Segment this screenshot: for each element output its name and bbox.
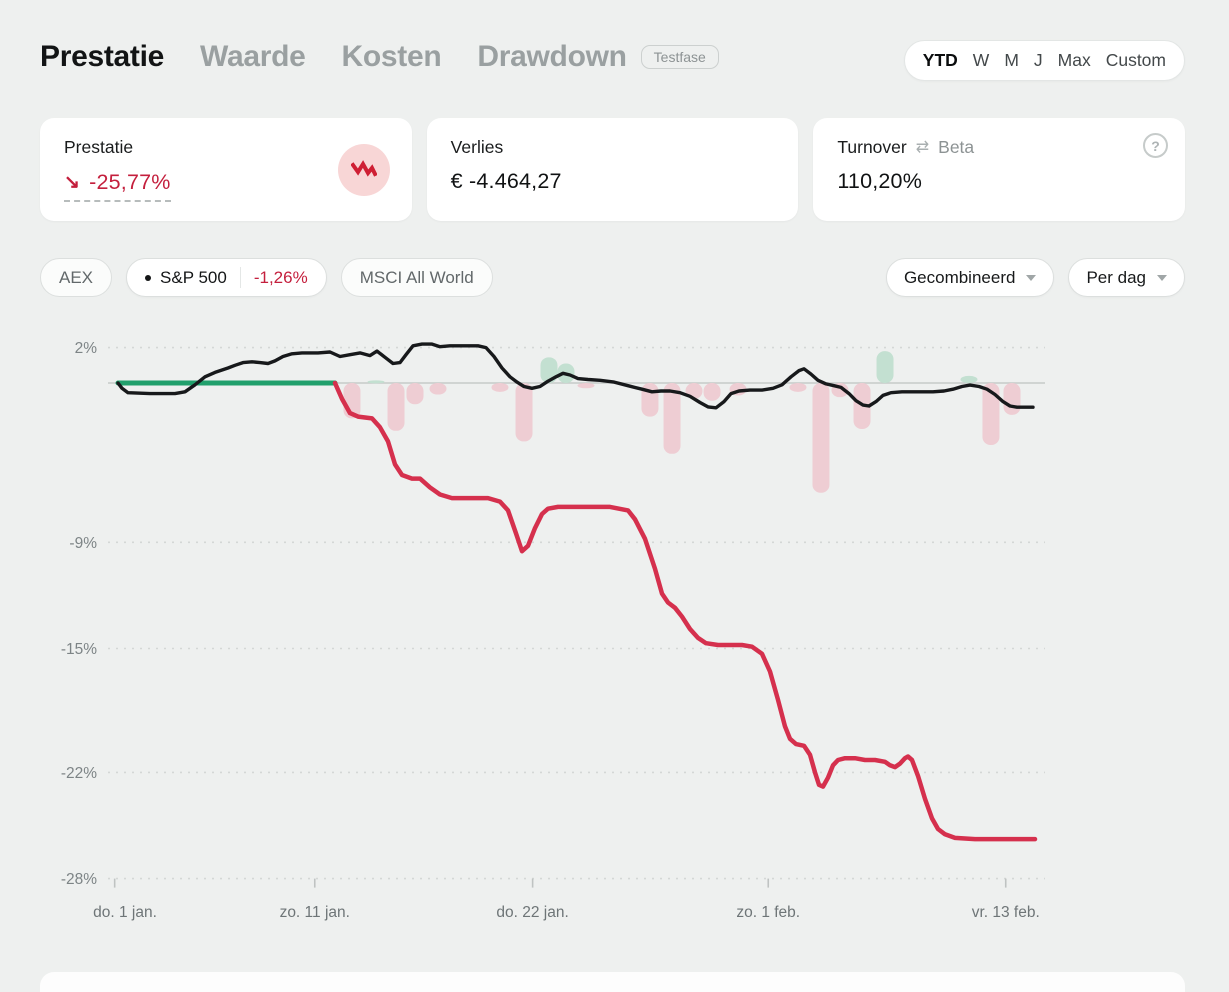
card-turnover-title[interactable]: Turnover xyxy=(837,137,907,157)
tab-prestatie[interactable]: Prestatie xyxy=(40,40,165,73)
interval-dropdown[interactable]: Per dag xyxy=(1068,258,1185,297)
period-year[interactable]: J xyxy=(1033,50,1043,70)
bullet-icon xyxy=(145,274,152,281)
chevron-down-icon xyxy=(1157,274,1167,281)
chart-area: 2% -9% -15% -22% -28% do. 1 jan. zo. 11 jan. do… xyxy=(0,320,1229,940)
benchmark-sp500[interactable]: S&P 500 -1,26% xyxy=(126,258,327,297)
benchmark-aex[interactable]: AEX xyxy=(40,258,113,297)
card-beta-title[interactable]: Beta xyxy=(938,137,975,157)
pill-divider xyxy=(239,267,241,288)
combination-dropdown[interactable]: Gecombineerd xyxy=(885,258,1055,297)
period-max[interactable]: Max xyxy=(1057,50,1091,70)
benchmark-sp500-label: S&P 500 xyxy=(160,267,227,287)
benchmark-sp500-value: -1,26% xyxy=(253,267,308,287)
benchmark-msci-label: MSCI All World xyxy=(359,267,474,287)
card-turnover: Turnover ⇄ Beta 110,20% ? xyxy=(813,118,1186,221)
stat-cards: Prestatie ↘ -25,77% Verlies € -4.464,27 … xyxy=(40,118,1186,221)
period-ytd[interactable]: YTD xyxy=(922,50,958,70)
svg-text:-15%: -15% xyxy=(61,641,97,658)
arrow-down-right-icon: ↘ xyxy=(64,172,81,193)
period-month[interactable]: M xyxy=(1004,50,1019,70)
svg-text:vr. 13 feb.: vr. 13 feb. xyxy=(972,904,1040,921)
benchmark-aex-label: AEX xyxy=(59,267,94,287)
benchmark-pills: AEX S&P 500 -1,26% MSCI All World xyxy=(40,258,493,297)
tab-waarde[interactable]: Waarde xyxy=(200,40,306,73)
period-selector: YTD W M J Max Custom xyxy=(903,40,1185,81)
chevron-down-icon xyxy=(1026,274,1037,281)
swap-icon[interactable]: ⇄ xyxy=(915,138,930,156)
help-icon[interactable]: ? xyxy=(1143,133,1169,158)
chart-controls: Gecombineerd Per dag xyxy=(885,258,1185,297)
svg-text:-9%: -9% xyxy=(69,535,97,552)
prestatie-value: -25,77% xyxy=(89,170,171,194)
svg-text:do. 1 jan.: do. 1 jan. xyxy=(93,904,157,921)
card-verlies-title: Verlies xyxy=(450,137,504,157)
card-verlies: Verlies € -4.464,27 xyxy=(426,118,799,221)
turnover-value: 110,20% xyxy=(837,169,923,193)
prestatie-value-underlined[interactable]: ↘ -25,77% xyxy=(64,170,171,202)
svg-text:-28%: -28% xyxy=(61,871,97,888)
tab-bar: Prestatie Waarde Kosten Drawdown Testfas… xyxy=(40,40,719,74)
performance-chart[interactable]: 2% -9% -15% -22% -28% do. 1 jan. zo. 11 jan. do… xyxy=(0,320,1229,940)
period-custom[interactable]: Custom xyxy=(1105,50,1166,70)
tab-drawdown[interactable]: Drawdown xyxy=(477,40,627,73)
next-section-panel xyxy=(40,972,1185,992)
squiggle-down-icon xyxy=(337,143,390,196)
combination-dropdown-label: Gecombineerd xyxy=(903,267,1016,287)
svg-text:zo. 11 jan.: zo. 11 jan. xyxy=(280,904,350,921)
card-prestatie-title: Prestatie xyxy=(64,137,134,157)
svg-text:do. 22 jan.: do. 22 jan. xyxy=(496,904,568,921)
testfase-badge: Testfase xyxy=(640,45,719,69)
svg-text:2%: 2% xyxy=(75,340,98,357)
benchmark-msci[interactable]: MSCI All World xyxy=(340,258,493,297)
interval-dropdown-label: Per dag xyxy=(1086,267,1146,287)
svg-text:-22%: -22% xyxy=(61,765,97,782)
verlies-value: € -4.464,27 xyxy=(450,169,562,193)
svg-text:zo. 1 feb.: zo. 1 feb. xyxy=(736,904,800,921)
card-prestatie: Prestatie ↘ -25,77% xyxy=(40,118,412,221)
period-week[interactable]: W xyxy=(972,50,990,70)
tab-kosten[interactable]: Kosten xyxy=(341,40,442,73)
